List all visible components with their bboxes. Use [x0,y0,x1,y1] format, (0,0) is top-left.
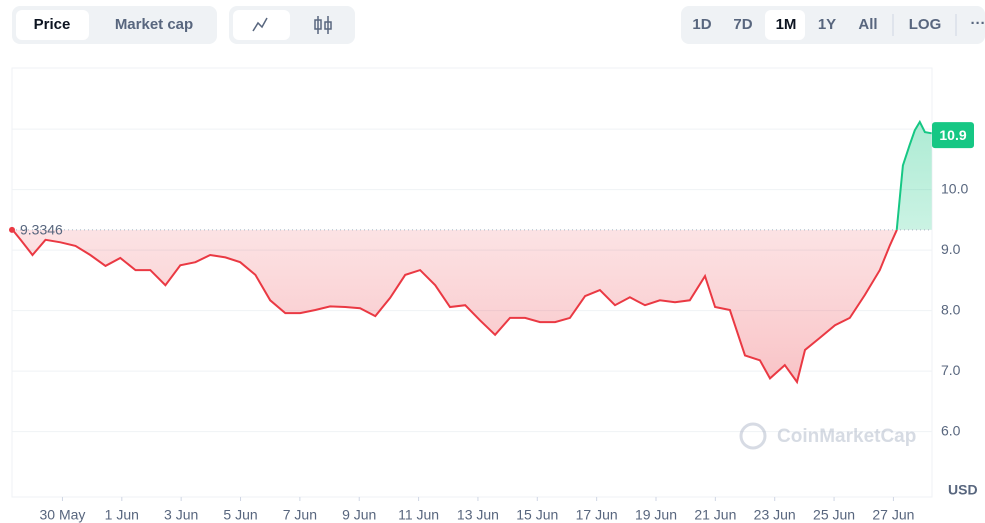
x-tick-label: 13 Jun [457,507,499,523]
x-tick-label: 27 Jun [872,507,914,523]
plot [9,119,932,385]
x-tick-label: 3 Jun [164,507,198,523]
range-button[interactable]: 1D [692,16,711,33]
y-tick-label: 10.0 [941,180,968,196]
baseline-label: 9.3346 [20,222,63,238]
toolbar: Price Market cap [12,6,985,44]
tab[interactable]: Price [34,16,71,33]
line-down [11,229,898,385]
plot-frame [11,67,933,498]
y-unit: USD [948,482,978,498]
y-tick-label: 8.0 [941,301,961,317]
candle-icon[interactable] [314,16,332,34]
y-tick-label: 6.0 [941,422,961,438]
range-button[interactable]: LOG [909,16,942,33]
x-tick-label: 7 Jun [283,507,317,523]
range-button[interactable]: All [858,16,877,33]
tab[interactable]: Market cap [115,16,193,33]
x-tick-label: 25 Jun [813,507,855,523]
watermark: CoinMarketCap [739,422,916,450]
y-tick-label: 7.0 [941,362,961,378]
line-icon [252,17,268,32]
range-button[interactable]: 1M [776,16,797,33]
baseline-dot [9,226,15,233]
range-active[interactable] [765,10,805,40]
more-button[interactable]: ··· [971,15,985,32]
x-tick-label: 1 Jun [105,507,139,523]
area-down [12,229,897,382]
y-tick-label: 9.0 [941,241,961,257]
x-tick-label: 11 Jun [398,507,439,523]
x-tick-label: 21 Jun [694,507,736,523]
line-icon-button[interactable] [233,10,290,40]
range-button[interactable]: 1Y [818,16,836,33]
x-tick-label: 19 Jun [635,507,677,523]
range-button[interactable]: 7D [733,16,752,33]
x-tick-label: 23 Jun [754,507,796,523]
range-group [681,6,985,44]
x-tick-label: 5 Jun [223,507,257,523]
x-tick-label: 15 Jun [516,507,558,523]
x-tick-label: 17 Jun [576,507,618,523]
tab-active[interactable] [16,10,89,40]
x-tick-label: 30 May [39,507,85,523]
watermark-text: CoinMarketCap [777,426,916,447]
x-tick-label: 9 Jun [342,507,376,523]
price-tag [932,122,974,149]
price-tag-label: 10.9 [939,127,966,143]
